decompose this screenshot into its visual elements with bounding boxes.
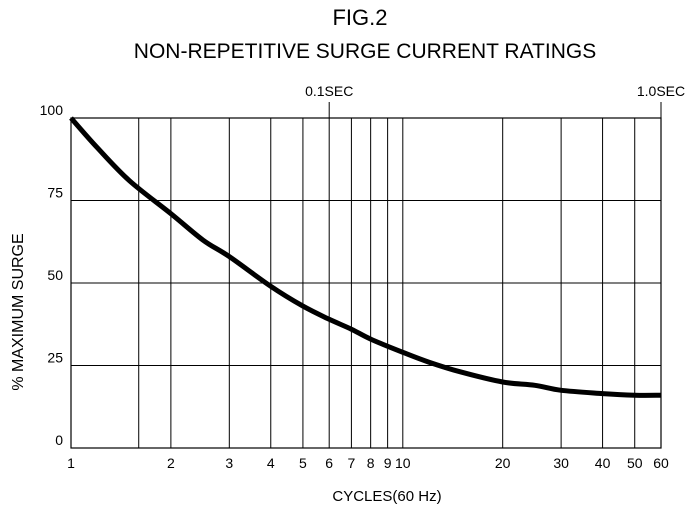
x-tick-label: 7 — [348, 455, 356, 471]
y-tick-label: 75 — [47, 185, 63, 201]
figure-label: FIG.2 — [332, 5, 387, 30]
x-tick-label: 20 — [495, 455, 511, 471]
x-tick-label: 1 — [67, 455, 75, 471]
x-tick-label: 4 — [267, 455, 275, 471]
series-layer — [69, 116, 662, 398]
x-axis-label: CYCLES(60 Hz) — [332, 488, 441, 505]
top-annotation: 0.1SEC — [305, 83, 353, 99]
series-line — [69, 116, 662, 398]
chart-title: NON-REPETITIVE SURGE CURRENT RATINGS — [134, 40, 596, 63]
y-tick-label: 100 — [40, 102, 64, 118]
y-tick-labels: 0 25 50 75 100 — [40, 102, 64, 448]
x-tick-label: 40 — [595, 455, 611, 471]
x-tick-label: 6 — [325, 455, 333, 471]
x-tick-label: 2 — [167, 455, 175, 471]
top-annotations: 0.1SEC 1.0SEC — [305, 83, 685, 118]
plot-frame — [70, 117, 662, 449]
x-tick-label: 60 — [653, 455, 669, 471]
x-tick-label: 10 — [395, 455, 411, 471]
y-tick-label: 25 — [47, 350, 63, 366]
top-annotation: 1.0SEC — [637, 83, 685, 99]
x-tick-label: 3 — [225, 455, 233, 471]
x-tick-label: 9 — [384, 455, 392, 471]
x-tick-label: 8 — [367, 455, 375, 471]
x-tick-labels: 1 2 3 4 5 6 7 8 9 10 20 30 40 50 60 — [67, 455, 669, 471]
x-tick-label: 30 — [553, 455, 569, 471]
y-tick-label: 50 — [47, 267, 63, 283]
y-tick-label: 0 — [55, 432, 63, 448]
grid — [70, 117, 662, 449]
x-tick-label: 5 — [299, 455, 307, 471]
x-tick-label: 50 — [627, 455, 643, 471]
y-axis-label: % MAXIMUM SURGE — [10, 233, 27, 390]
